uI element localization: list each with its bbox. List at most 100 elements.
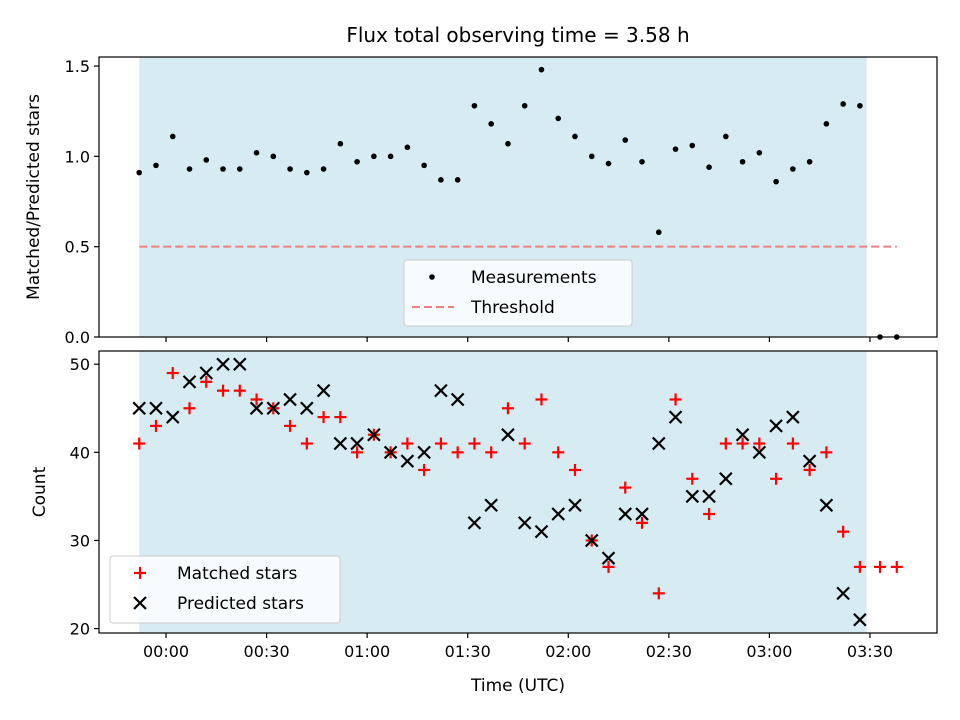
matched-stars-point [166, 367, 179, 380]
bot-ytick-label: 50 [70, 355, 90, 374]
top-panel: 0.0 0.5 1.0 1.5 Matched/Predicted stars Mea… [24, 56, 938, 347]
matched-stars-point [434, 437, 447, 450]
matched-stars-point [401, 437, 414, 450]
measurements-point [320, 166, 327, 172]
predicted-stars-point [400, 454, 415, 468]
measurements-point [354, 158, 360, 165]
predicted-stars-point [735, 427, 750, 442]
measurements-point [572, 133, 578, 140]
matched-stars-point [619, 481, 632, 494]
measurements-point [421, 162, 427, 169]
predicted-stars-point [652, 436, 666, 451]
measurements-point [253, 149, 260, 156]
measurements-point [236, 166, 243, 172]
predicted-stars-point [249, 401, 264, 416]
predicted-stars-point [484, 498, 498, 512]
bottom-y-axis-label: Count [30, 466, 50, 517]
predicted-stars-point [283, 392, 297, 407]
matched-stars-point [669, 393, 682, 406]
matched-stars-point [874, 560, 887, 573]
predicted-stars-point [584, 533, 599, 548]
predicted-stars-point [719, 472, 733, 486]
xtick-label: 00:00 [143, 642, 189, 661]
measurements-point [505, 140, 511, 147]
measurements-point [655, 229, 662, 236]
matched-stars-point [568, 463, 581, 476]
matched-stars-point [890, 560, 903, 573]
xtick-label: 01:00 [344, 642, 390, 661]
predicted-stars-point [450, 392, 465, 407]
legend-matched-marker [134, 567, 146, 579]
measurements-point [169, 133, 176, 140]
matched-stars-point [300, 437, 313, 450]
measurements-point [186, 166, 193, 172]
measurements-point [739, 158, 746, 165]
predicted-stars-point [568, 498, 582, 512]
top-ytick-label: 1.5 [65, 57, 90, 76]
matched-stars-point [636, 516, 649, 529]
matched-stars-point [736, 437, 749, 450]
matched-stars-point [334, 411, 347, 424]
predicted-stars-point [819, 498, 834, 512]
predicted-stars-point [769, 419, 783, 433]
measurements-point [404, 144, 411, 151]
predicted-stars-point [534, 524, 549, 539]
matched-stars-point [200, 375, 213, 388]
matched-stars-point [149, 419, 162, 432]
xtick-label: 03:00 [746, 642, 792, 661]
measurements-point [153, 162, 159, 169]
measurements-point [672, 146, 679, 152]
predicted-stars-point [165, 410, 180, 424]
predicted-stars-point [216, 357, 230, 371]
predicted-stars-point [383, 445, 398, 460]
measurements-point [857, 102, 863, 109]
top-ytick-label: 1.0 [65, 147, 90, 166]
matched-stars-point [468, 437, 481, 450]
measurements-point [706, 164, 712, 170]
predicted-stars-point [233, 357, 247, 371]
top-y-axis-label: Matched/Predicted stars [24, 94, 44, 300]
matched-stars-point [820, 446, 833, 459]
matched-stars-point [418, 463, 431, 476]
predicted-stars-point [417, 445, 431, 460]
predicted-stars-point [601, 551, 616, 565]
measurements-point [270, 153, 277, 160]
matched-stars-point [652, 587, 665, 600]
matched-stars-point [803, 463, 816, 476]
predicted-stars-point [132, 401, 147, 416]
measurements-point [823, 121, 830, 127]
predicted-stars-point [752, 445, 767, 460]
predicted-stars-point [333, 436, 348, 451]
matched-stars-point [250, 393, 263, 406]
predicted-stars-point [501, 427, 515, 442]
matched-stars-point [686, 472, 699, 485]
matched-stars-point [753, 437, 766, 450]
measurements-point [287, 166, 293, 172]
measurements-point [304, 169, 310, 176]
measurements-point [371, 153, 377, 160]
measurements-point [337, 140, 344, 147]
top-ytick-label: 0.0 [65, 328, 90, 347]
predicted-stars-point [702, 489, 716, 504]
matched-stars-point [485, 446, 498, 459]
legend-measurements-marker [429, 274, 435, 280]
matched-stars-point [719, 437, 732, 450]
matched-stars-point [233, 384, 246, 397]
predicted-stars-point [786, 410, 800, 424]
bottom-legend: Matched stars Predicted stars [109, 555, 341, 624]
legend-predicted-label: Predicted stars [177, 594, 304, 614]
bot-ytick-label: 20 [70, 620, 90, 639]
measurements-point [387, 153, 394, 160]
measurements-point [203, 157, 210, 163]
matched-stars-point [853, 560, 866, 573]
measurements-point [555, 115, 562, 122]
predicted-stars-point [853, 613, 867, 627]
predicted-stars-point [434, 383, 448, 398]
measurements-point [723, 133, 729, 140]
measurements-point [220, 166, 226, 172]
matched-stars-point [703, 508, 716, 521]
xtick-label: 00:30 [244, 642, 290, 661]
xtick-label: 02:30 [646, 642, 692, 661]
xtick-label: 01:30 [445, 642, 491, 661]
